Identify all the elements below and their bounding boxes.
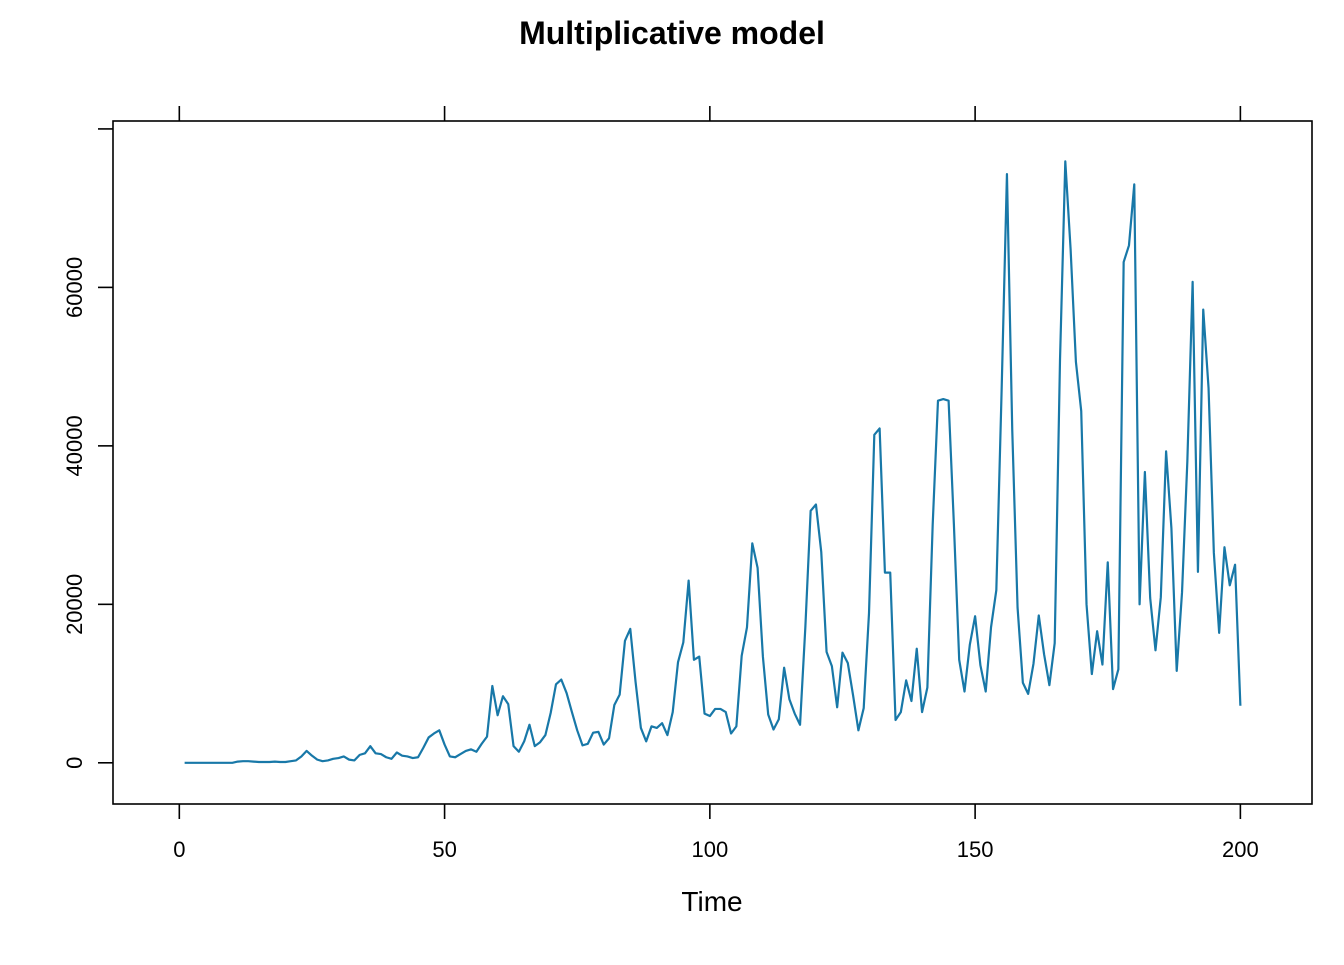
series-line — [184, 160, 1242, 764]
x-tick-label: 0 — [173, 837, 185, 862]
series-layer — [184, 160, 1242, 764]
y-axis: 0 20000 40000 60000 — [62, 128, 113, 769]
y-tick-label: 0 — [62, 757, 87, 769]
x-axis: 0 50 100 150 200 — [173, 106, 1259, 862]
x-tick-label: 50 — [432, 837, 456, 862]
x-axis-label: Time — [681, 886, 742, 917]
plot-box — [112, 120, 1313, 805]
y-tick-label: 20000 — [62, 574, 87, 635]
y-tick-label: 40000 — [62, 415, 87, 476]
x-tick-label: 200 — [1222, 837, 1259, 862]
chart-title: Multiplicative model — [519, 15, 825, 51]
x-tick-label: 150 — [957, 837, 994, 862]
y-tick-label: 60000 — [62, 257, 87, 318]
x-tick-label: 100 — [691, 837, 728, 862]
